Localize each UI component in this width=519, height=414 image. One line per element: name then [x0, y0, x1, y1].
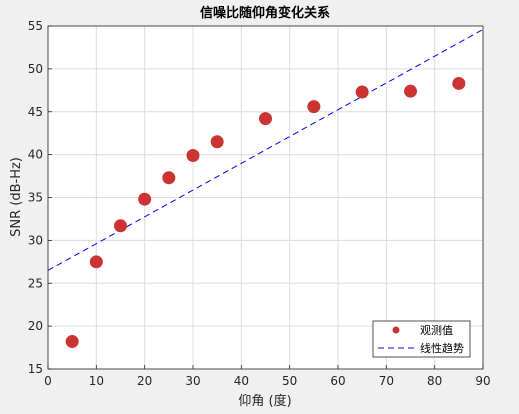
y-tick-label: 30	[28, 233, 43, 247]
data-point	[138, 192, 152, 206]
y-axis-title: SNR (dB-Hz)	[9, 157, 24, 237]
x-tick-label: 10	[89, 374, 104, 388]
data-point	[114, 219, 127, 233]
x-tick-label: 30	[185, 374, 200, 388]
x-axis-ticks: 0 10 20 30 40 50 60 70 80 90	[44, 365, 491, 388]
y-tick-label: 40	[28, 148, 43, 162]
legend-label-trend: 线性趋势	[420, 341, 464, 355]
observation-points-group	[65, 76, 466, 349]
legend-label-observed: 观测值	[420, 324, 453, 337]
data-point	[162, 171, 176, 185]
data-point	[186, 148, 200, 162]
x-tick-label: 90	[475, 374, 490, 388]
y-axis-ticks: 15 20 25 30 35 40 45 50 55	[28, 19, 52, 376]
legend-marker-observed	[392, 326, 400, 334]
data-point	[452, 76, 466, 90]
x-tick-label: 70	[379, 374, 394, 388]
x-tick-label: 50	[282, 374, 297, 388]
data-point	[210, 135, 224, 149]
data-point	[404, 84, 417, 98]
x-tick-label: 80	[427, 374, 442, 388]
y-tick-label: 25	[28, 276, 43, 290]
legend-box	[372, 320, 471, 358]
y-tick-label: 55	[28, 19, 43, 33]
legend: 观测值 线性趋势	[372, 320, 471, 358]
x-axis-title: 仰角 (度)	[238, 393, 291, 409]
data-point	[65, 335, 79, 349]
data-point	[259, 112, 272, 126]
data-point	[355, 85, 369, 99]
data-point	[89, 255, 103, 269]
y-tick-label: 20	[28, 319, 43, 333]
y-tick-label: 15	[28, 362, 43, 376]
chart-title: 信噪比随仰角变化关系	[200, 5, 330, 21]
x-tick-label: 40	[234, 374, 249, 388]
data-point	[307, 100, 321, 114]
y-tick-label: 50	[28, 62, 43, 76]
x-tick-label: 60	[330, 374, 345, 388]
y-tick-label: 45	[28, 105, 43, 119]
y-tick-label: 35	[28, 191, 43, 205]
x-tick-label: 0	[44, 374, 52, 388]
x-tick-label: 20	[137, 374, 152, 388]
